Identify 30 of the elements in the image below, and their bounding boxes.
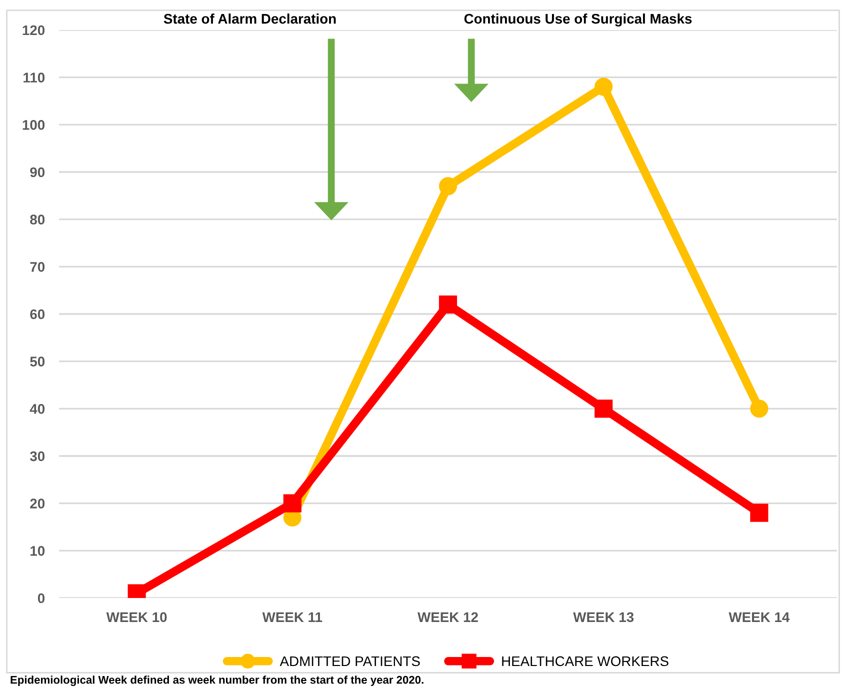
point	[594, 400, 613, 418]
point	[438, 177, 458, 196]
y-tick-label: 60	[30, 309, 45, 320]
point	[283, 494, 302, 512]
y-tick-label: 70	[30, 262, 45, 272]
x-tick-label: WEEK 12	[418, 612, 478, 622]
legend-label: HEALTHCARE WORKERS	[502, 656, 668, 666]
y-tick-label: 30	[30, 451, 45, 462]
x-tick-label: WEEK 11	[262, 612, 322, 622]
y-tick-label: 20	[30, 498, 45, 509]
x-tick-label: WEEK 14	[728, 612, 790, 622]
x-tick-label: WEEK 13	[573, 612, 634, 622]
y-tick-label: 50	[30, 356, 45, 367]
y-tick-label: 100	[22, 120, 45, 130]
legend-label: ADMITTED PATIENTS	[280, 656, 420, 666]
x-tick-label: WEEK 10	[106, 612, 167, 622]
text: State of Alarm Declaration	[164, 14, 336, 24]
y-tick-label: 90	[30, 167, 45, 178]
point	[750, 400, 768, 418]
y-tick-label: 0	[38, 593, 45, 604]
point	[750, 504, 768, 522]
text: Continuous Use of Surgical Masks	[464, 13, 692, 27]
text: Epidemiological Week defined as week number from the start of the year 2020.	[10, 676, 424, 686]
y-tick-label: 10	[30, 546, 45, 556]
point	[438, 296, 458, 314]
y-tick-label: 80	[30, 214, 45, 225]
point	[594, 78, 613, 96]
y-tick-label: 110	[24, 72, 45, 83]
y-tick-label: 40	[30, 404, 45, 414]
y-tick-label: 120	[22, 25, 45, 36]
